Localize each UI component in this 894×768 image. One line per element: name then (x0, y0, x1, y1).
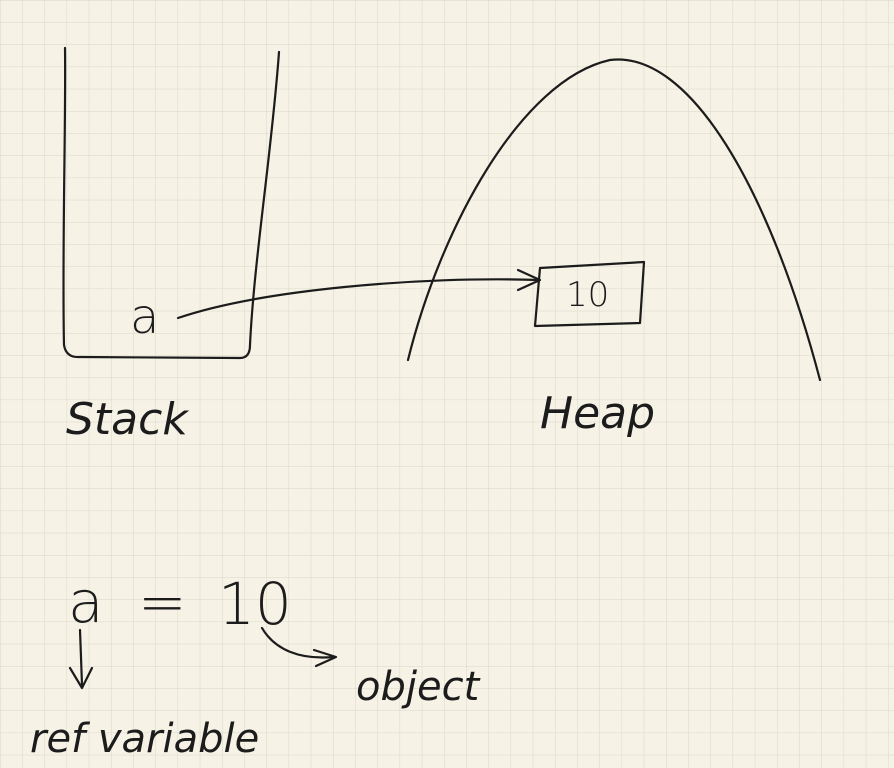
variable-down-arrow (78, 628, 84, 687)
reference-arrow (176, 278, 540, 320)
statement-value: 10 (218, 570, 292, 638)
value-curve-arrow (260, 626, 336, 659)
stack-container (62, 46, 281, 360)
heap-label: Heap (540, 388, 655, 439)
heap-object-box (533, 260, 646, 328)
stack-variable-a: a (130, 289, 159, 345)
value-curve-arrowhead (312, 648, 338, 668)
object-note: object (356, 664, 481, 710)
heap-object-value: 10 (566, 275, 609, 315)
statement-variable: a (68, 568, 104, 636)
heap-dome (406, 58, 822, 382)
variable-down-arrowhead (68, 666, 94, 690)
reference-arrowhead (516, 268, 542, 292)
statement-operator: = (138, 568, 187, 636)
stack-label: Stack (66, 394, 189, 445)
ref-variable-note: ref variable (30, 716, 259, 762)
